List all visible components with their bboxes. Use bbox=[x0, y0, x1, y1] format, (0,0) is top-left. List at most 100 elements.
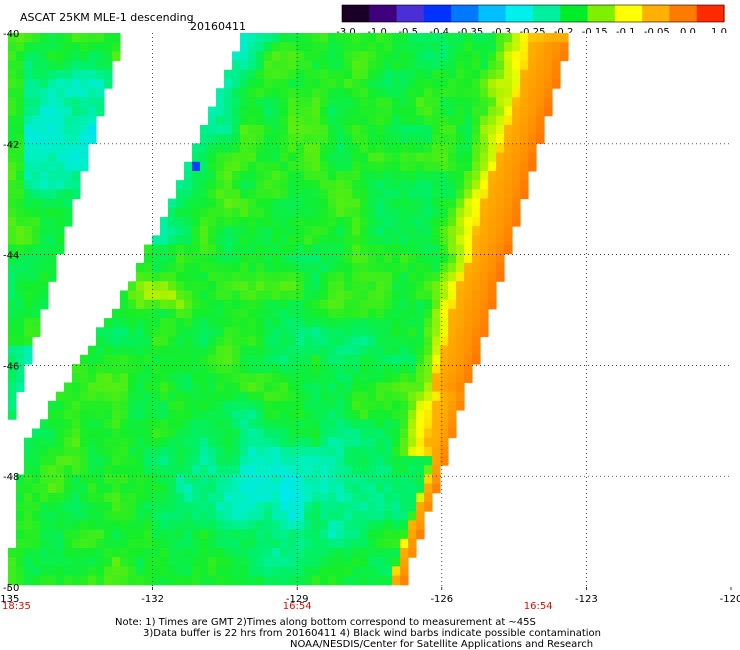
heatmap-cell bbox=[144, 262, 153, 273]
heatmap-cell bbox=[32, 281, 41, 291]
heatmap-cell bbox=[416, 483, 425, 494]
heatmap-cell bbox=[304, 511, 313, 521]
heatmap-cell bbox=[248, 354, 257, 365]
heatmap-cell bbox=[392, 134, 401, 144]
heatmap-cell bbox=[208, 511, 217, 521]
heatmap-cell bbox=[400, 299, 409, 310]
heatmap-cell bbox=[256, 391, 265, 402]
heatmap-cell bbox=[208, 134, 217, 144]
heatmap-cell bbox=[216, 575, 225, 586]
heatmap-cell bbox=[32, 207, 41, 218]
heatmap-cell bbox=[48, 33, 57, 43]
heatmap-cell bbox=[32, 502, 41, 512]
heatmap-cell bbox=[192, 226, 201, 236]
heatmap-cell bbox=[336, 51, 345, 62]
heatmap-cell bbox=[272, 180, 281, 190]
heatmap-cell bbox=[440, 336, 449, 347]
heatmap-cell bbox=[264, 327, 273, 337]
heatmap-cell bbox=[384, 345, 393, 356]
heatmap-cell bbox=[456, 88, 465, 98]
heatmap-cell bbox=[8, 373, 17, 383]
heatmap-cell bbox=[48, 272, 57, 282]
heatmap-cell bbox=[496, 207, 505, 218]
heatmap-cell bbox=[432, 465, 441, 475]
heatmap-cell bbox=[336, 124, 345, 135]
heatmap-cell bbox=[216, 345, 225, 356]
heatmap-cell bbox=[192, 207, 201, 218]
heatmap-cell bbox=[72, 115, 81, 126]
heatmap-cell bbox=[144, 437, 153, 448]
heatmap-cell bbox=[344, 60, 353, 71]
heatmap-cell bbox=[352, 327, 361, 337]
heatmap-cell bbox=[224, 511, 233, 521]
heatmap-cell bbox=[256, 502, 265, 512]
heatmap-cell bbox=[304, 253, 313, 264]
heatmap-cell bbox=[8, 557, 17, 567]
heatmap-cell bbox=[200, 557, 209, 567]
heatmap-cell bbox=[304, 152, 313, 163]
heatmap-cell bbox=[56, 115, 65, 126]
heatmap-cell bbox=[312, 299, 321, 310]
heatmap-cell bbox=[224, 336, 233, 347]
heatmap-cell bbox=[472, 308, 481, 319]
heatmap-cell bbox=[288, 511, 297, 521]
heatmap-cell bbox=[528, 143, 537, 154]
heatmap-cell bbox=[16, 382, 25, 393]
heatmap-cell bbox=[456, 244, 465, 255]
heatmap-cell bbox=[432, 207, 441, 218]
heatmap-cell bbox=[464, 33, 473, 43]
heatmap-cell bbox=[376, 557, 385, 567]
heatmap-cell bbox=[376, 198, 385, 209]
heatmap-cell bbox=[448, 51, 457, 62]
heatmap-cell bbox=[264, 428, 273, 439]
heatmap-cell bbox=[48, 419, 57, 429]
heatmap-cell bbox=[160, 364, 169, 374]
heatmap-cell bbox=[480, 235, 489, 246]
heatmap-cell bbox=[384, 290, 393, 301]
heatmap-cell bbox=[512, 198, 521, 209]
heatmap-cell bbox=[240, 456, 249, 466]
heatmap-cell bbox=[224, 538, 233, 549]
heatmap-cell bbox=[472, 42, 481, 52]
heatmap-cell bbox=[224, 548, 233, 558]
heatmap-cell bbox=[400, 272, 409, 282]
y-tick-label: -42 bbox=[3, 140, 19, 151]
heatmap-cell bbox=[424, 400, 433, 411]
heatmap-cell bbox=[184, 244, 193, 255]
heatmap-cell bbox=[280, 152, 289, 163]
heatmap-cell bbox=[208, 198, 217, 209]
heatmap-cell bbox=[200, 161, 209, 172]
heatmap-cell bbox=[40, 557, 49, 567]
heatmap-cell bbox=[24, 308, 33, 319]
heatmap-cell bbox=[128, 529, 137, 540]
heatmap-cell bbox=[288, 575, 297, 586]
heatmap-cell bbox=[424, 391, 433, 402]
heatmap-cell bbox=[120, 290, 129, 301]
heatmap-cell bbox=[32, 97, 41, 108]
heatmap-cell bbox=[240, 336, 249, 347]
heatmap-cell bbox=[368, 511, 377, 521]
heatmap-cell bbox=[224, 124, 233, 135]
heatmap-cell bbox=[312, 78, 321, 89]
heatmap-cell bbox=[360, 42, 369, 52]
heatmap-cell bbox=[280, 492, 289, 503]
heatmap-cell bbox=[240, 42, 249, 52]
heatmap-cell bbox=[392, 548, 401, 558]
heatmap-cell bbox=[448, 308, 457, 319]
heatmap-cell bbox=[336, 345, 345, 356]
heatmap-cell bbox=[120, 345, 129, 356]
heatmap-cell bbox=[352, 161, 361, 172]
heatmap-cell bbox=[256, 60, 265, 71]
heatmap-cell bbox=[400, 391, 409, 402]
heatmap-cell bbox=[88, 410, 97, 420]
heatmap-cell bbox=[440, 124, 449, 135]
heatmap-cell bbox=[336, 161, 345, 172]
heatmap-cell bbox=[496, 33, 505, 43]
heatmap-cell bbox=[304, 354, 313, 365]
heatmap-cell bbox=[328, 575, 337, 586]
heatmap-cell bbox=[384, 60, 393, 71]
heatmap-cell bbox=[72, 391, 81, 402]
heatmap-cell bbox=[464, 115, 473, 126]
heatmap-cell bbox=[384, 483, 393, 494]
heatmap-cell bbox=[384, 115, 393, 126]
